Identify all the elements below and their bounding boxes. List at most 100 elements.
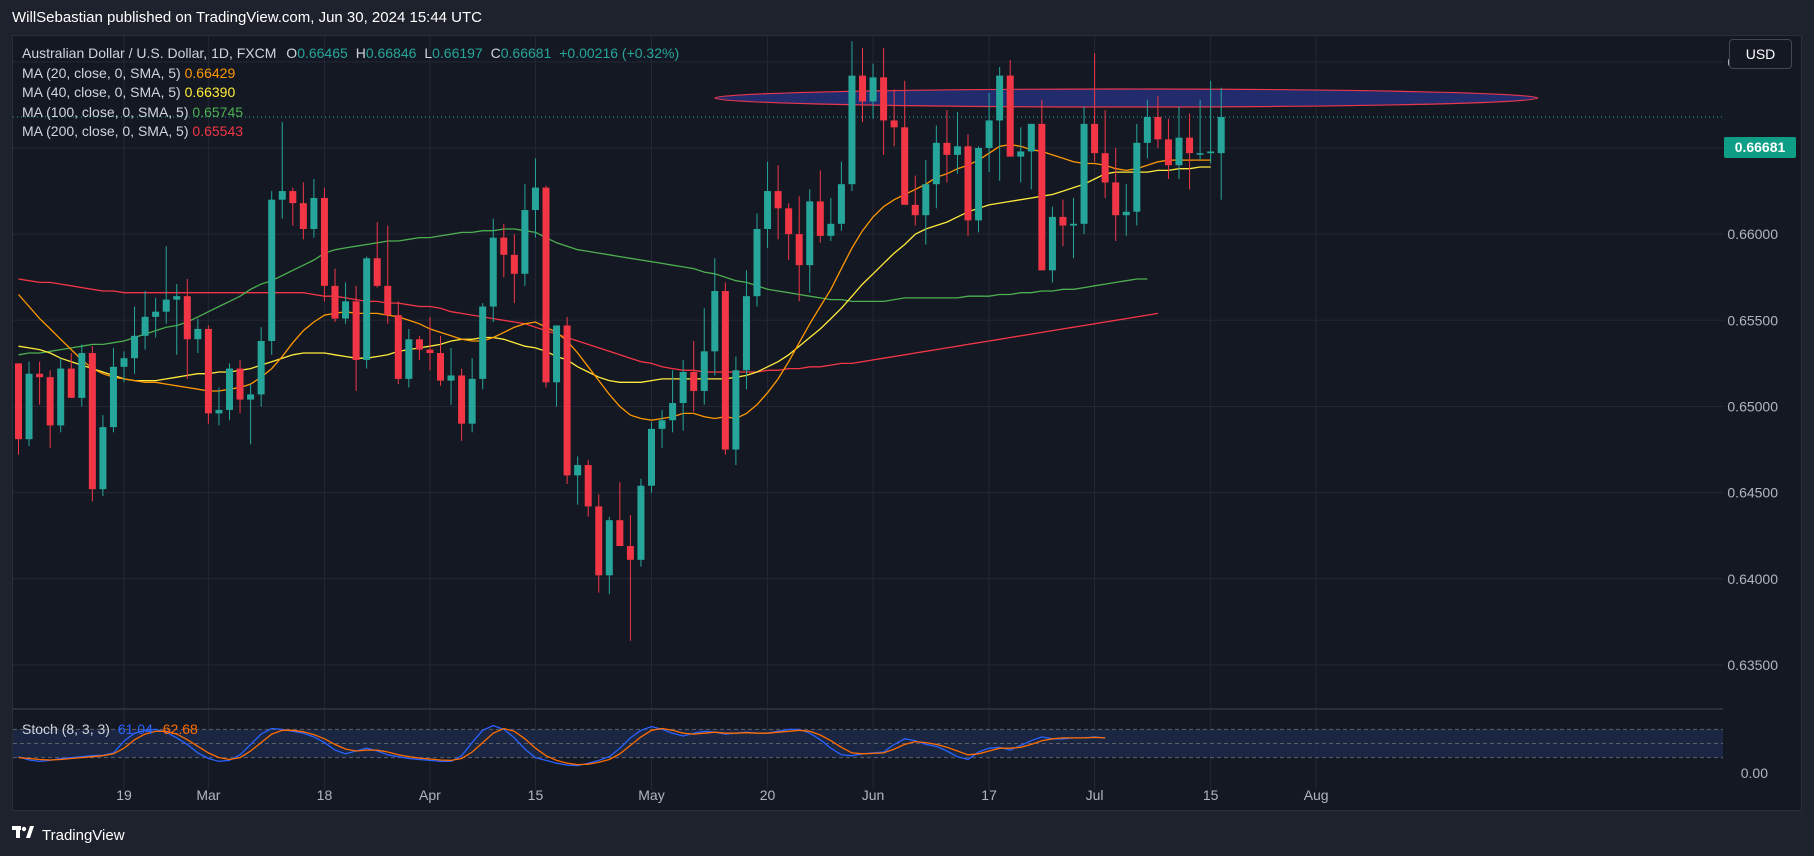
last-price-label: 0.66681 [1724, 137, 1796, 158]
x-tick-label: May [638, 787, 664, 803]
candle-body [46, 377, 54, 426]
currency-button[interactable]: USD [1729, 39, 1792, 69]
candle-body [78, 353, 86, 398]
candle-body [67, 368, 75, 398]
candle-body [774, 191, 782, 209]
candle-body [173, 296, 181, 300]
ma200-line [18, 278, 1159, 373]
candle-body [1112, 182, 1120, 216]
candle-body [479, 306, 487, 379]
candle-body [236, 368, 244, 400]
candle-body [1154, 116, 1162, 140]
candle-body [964, 146, 972, 221]
low-label: L [424, 45, 433, 61]
y-tick-label: 0.65000 [1727, 398, 1778, 414]
candle-body [911, 204, 919, 216]
candle-body [363, 258, 371, 360]
candle-body [816, 201, 824, 236]
candle-body [764, 191, 772, 229]
ma20-value: 0.66429 [184, 64, 236, 81]
y-tick-label: 0.64500 [1727, 485, 1778, 501]
candle-body [869, 77, 877, 102]
candle-body [141, 316, 149, 336]
candle-body [837, 184, 845, 224]
candle-body [595, 506, 603, 576]
candle-body [36, 373, 44, 378]
candle-body [795, 234, 803, 266]
candle-body [88, 353, 96, 490]
candle-body [1186, 137, 1194, 154]
candle-body [437, 353, 444, 381]
candle-body [1164, 139, 1172, 166]
ma20-row[interactable]: MA (20, close, 0, SMA, 5) 0.66429 [22, 64, 679, 84]
chart-legend: Australian Dollar / U.S. Dollar, 1D, FXC… [22, 44, 679, 142]
candle-body [1006, 75, 1014, 157]
stoch-k-line [18, 724, 1106, 767]
candle-body [848, 75, 856, 185]
ma100-value: 0.65745 [192, 103, 244, 120]
y-tick-label: 0.66000 [1727, 226, 1778, 242]
symbol-title[interactable]: Australian Dollar / U.S. Dollar, 1D, FXC… [22, 45, 277, 61]
candle-body [15, 363, 22, 440]
candle-body [25, 373, 33, 440]
candle-body [1080, 123, 1088, 224]
ma100-line [18, 228, 1148, 356]
candle-body [996, 75, 1004, 121]
candle-body [616, 520, 624, 547]
candle-body [985, 120, 993, 148]
stoch-legend[interactable]: Stoch (8, 3, 3) 61.04 62.68 [22, 721, 198, 737]
candle-body [489, 237, 497, 307]
candle-body [1038, 123, 1046, 271]
candle-body [553, 325, 561, 383]
candle-body [648, 428, 655, 486]
candle-body [426, 349, 434, 354]
candle-body [605, 520, 613, 576]
x-tick-label: Jun [862, 787, 885, 803]
ma200-row[interactable]: MA (200, close, 0, SMA, 5) 0.65543 [22, 122, 679, 142]
ma20-label: MA (20, close, 0, SMA, 5) [22, 64, 181, 81]
candle-body [574, 465, 582, 476]
candle-body [99, 427, 107, 490]
ma40-row[interactable]: MA (40, close, 0, SMA, 5) 0.66390 [22, 83, 679, 103]
candle-body [827, 223, 835, 236]
x-tick-label: Aug [1304, 787, 1329, 803]
candle-body [405, 339, 413, 379]
stoch-axis-label: 0.00 [1741, 765, 1768, 781]
open-label: O [286, 45, 298, 61]
candle-body [394, 315, 402, 379]
candle-body [257, 340, 265, 395]
candle-body [57, 368, 65, 426]
close-value: 0.66681 [500, 45, 552, 61]
ma100-row[interactable]: MA (100, close, 0, SMA, 5) 0.65745 [22, 103, 679, 123]
candle-body [415, 339, 423, 350]
candle-body [289, 191, 297, 204]
tradingview-brand[interactable]: TradingView [12, 826, 125, 844]
candle-body [226, 368, 233, 410]
x-tick-label: 15 [1203, 787, 1219, 803]
candle-body [1175, 137, 1183, 166]
candle-body [785, 208, 793, 235]
candle-body [932, 142, 940, 185]
x-tick-label: 17 [981, 787, 997, 803]
candle-body [626, 546, 634, 560]
candle-body [753, 228, 761, 297]
candle-body [1207, 151, 1215, 154]
candle-body [711, 291, 719, 352]
brand-name: TradingView [42, 826, 125, 844]
candle-body [637, 485, 645, 560]
candle-body [352, 301, 360, 360]
candle-body [742, 296, 750, 371]
candle-body [880, 77, 888, 121]
candle-body [458, 375, 466, 424]
candle-body [953, 146, 961, 155]
change-value: +0.00216 (+0.32%) [559, 45, 680, 61]
ma200-label: MA (200, close, 0, SMA, 5) [22, 123, 189, 139]
y-tick-label: 0.64000 [1727, 571, 1778, 587]
published-caption: WillSebastian published on TradingView.c… [12, 9, 483, 26]
tradingview-logo-icon [12, 826, 36, 844]
candle-body [922, 184, 930, 216]
candle-body [890, 120, 898, 128]
ma40-value: 0.66390 [184, 84, 236, 100]
chart-frame [12, 35, 1802, 811]
